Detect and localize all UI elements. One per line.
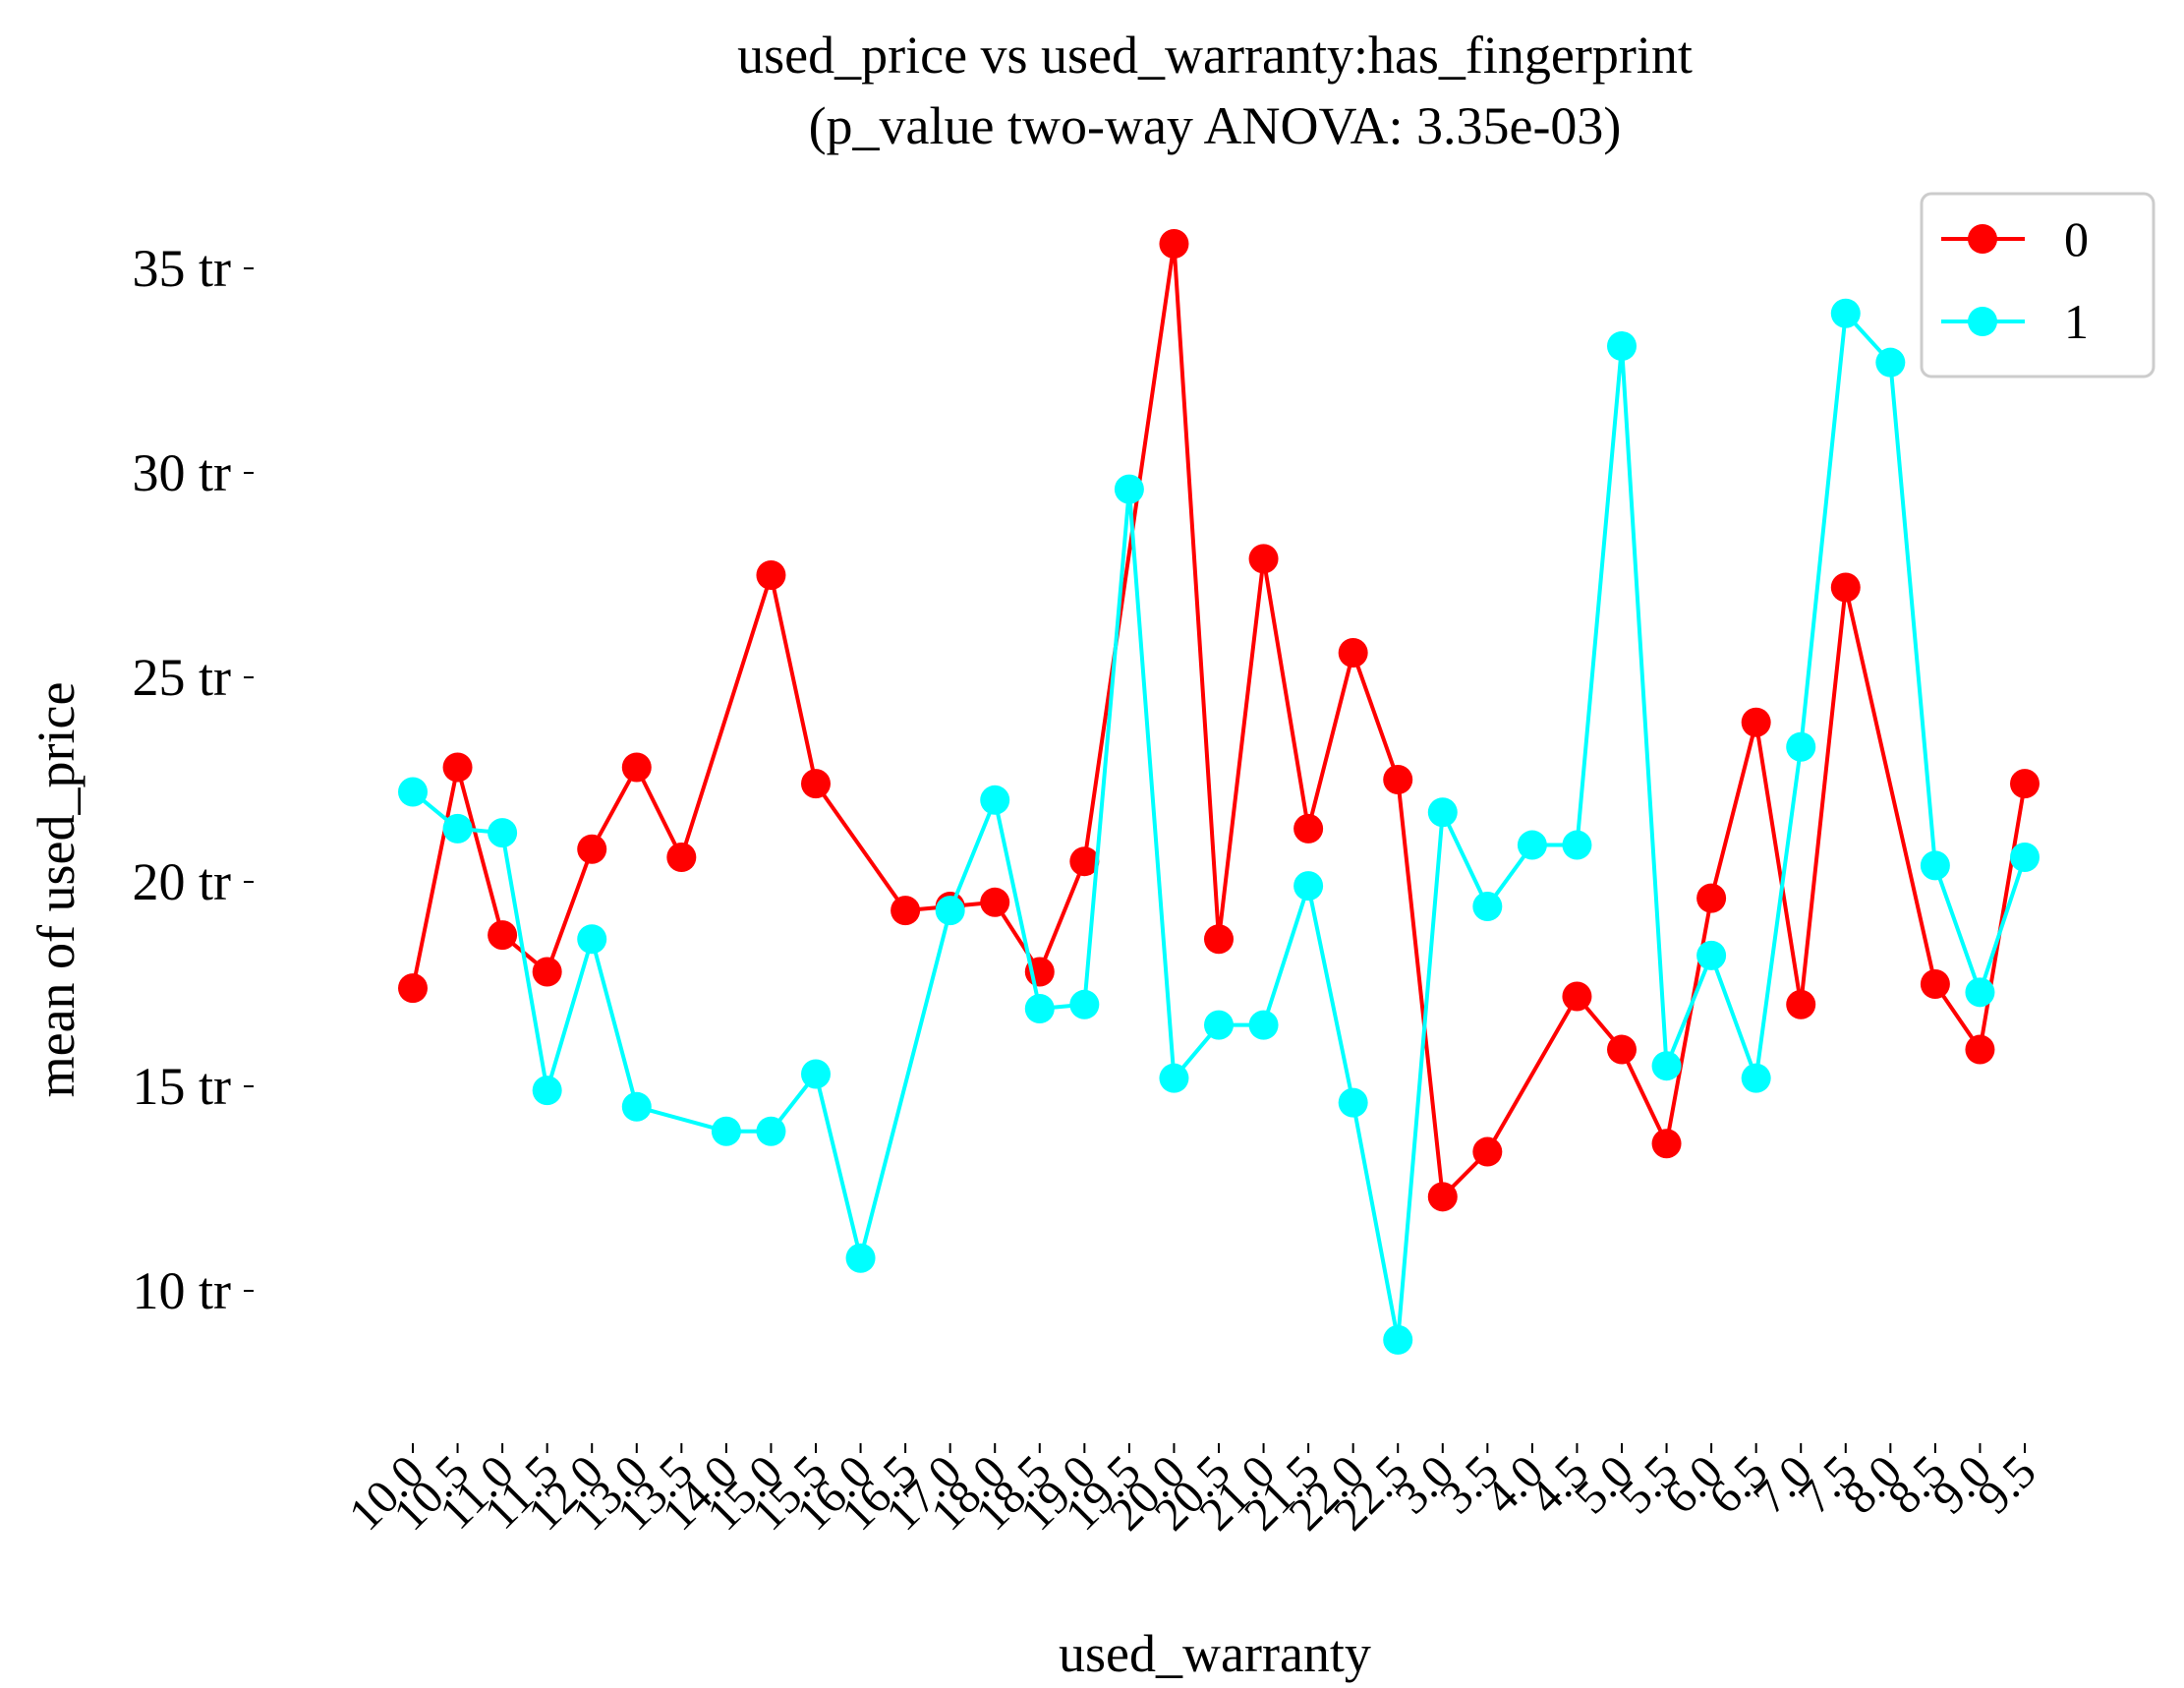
point-s1-13.0 xyxy=(621,1091,652,1122)
point-s0-11.0 xyxy=(488,920,518,951)
point-s1-16.0 xyxy=(845,1243,876,1273)
point-s1-22.0 xyxy=(1338,1087,1368,1118)
chart-subtitle: (p_value two-way ANOVA: 3.35e-03) xyxy=(809,96,1622,155)
series-1 xyxy=(398,298,2040,1355)
point-s0-6.0 xyxy=(1696,883,1727,913)
point-s0-20.0 xyxy=(1159,229,1189,260)
point-s1-18.5 xyxy=(1024,993,1055,1023)
point-s0-7.5 xyxy=(1830,572,1861,603)
point-s1-19.0 xyxy=(1069,989,1100,1019)
point-s0-5.0 xyxy=(1607,1034,1637,1065)
point-s1-22.5 xyxy=(1383,1324,1413,1355)
y-tick-label-0: 10 tr xyxy=(133,1261,232,1320)
y-axis: 10 tr 15 tr 20 tr 25 tr 30 tr 35 tr xyxy=(133,239,254,1320)
x-tick-label-36: 9.5 xyxy=(1968,1445,2046,1524)
point-s1-14.0 xyxy=(711,1116,741,1146)
point-s1-9.5 xyxy=(2010,843,2040,873)
point-s0-10.5 xyxy=(442,752,473,783)
point-s0-15.5 xyxy=(801,769,831,799)
point-s1-3.5 xyxy=(1472,891,1503,921)
point-s0-13.5 xyxy=(666,843,697,873)
point-s1-4.0 xyxy=(1517,830,1547,860)
point-s0-3.0 xyxy=(1427,1182,1458,1212)
point-s1-9.0 xyxy=(1965,977,1995,1008)
point-s1-5.5 xyxy=(1651,1051,1682,1081)
point-s1-6.5 xyxy=(1741,1063,1771,1093)
point-s1-20.5 xyxy=(1204,1010,1234,1040)
point-s1-8.5 xyxy=(1920,850,1950,881)
legend-marker-0 xyxy=(1968,224,1997,254)
point-s1-12.0 xyxy=(577,924,607,955)
point-s0-3.5 xyxy=(1472,1136,1503,1167)
point-s1-15.5 xyxy=(801,1059,831,1089)
legend-label-0: 0 xyxy=(2064,211,2089,266)
legend-label-1: 1 xyxy=(2064,294,2089,349)
point-s0-6.5 xyxy=(1741,707,1771,737)
point-s0-4.5 xyxy=(1562,981,1592,1012)
point-s0-8.5 xyxy=(1920,969,1950,999)
point-s0-9.0 xyxy=(1965,1034,1995,1065)
series-0 xyxy=(398,229,2040,1212)
y-tick-label-3: 25 tr xyxy=(133,648,232,707)
legend: 0 1 xyxy=(1920,192,2155,378)
point-s1-17.0 xyxy=(935,896,965,926)
point-s1-5.0 xyxy=(1607,331,1637,362)
point-s1-10.5 xyxy=(442,813,473,844)
point-s1-8.0 xyxy=(1875,347,1906,378)
point-s1-6.0 xyxy=(1696,940,1727,970)
y-tick-label-1: 15 tr xyxy=(133,1057,232,1116)
y-tick-label-5: 35 tr xyxy=(133,239,232,298)
point-s0-20.5 xyxy=(1204,924,1234,955)
point-s0-18.0 xyxy=(980,887,1010,917)
point-s1-3.0 xyxy=(1427,797,1458,828)
point-s1-21.0 xyxy=(1248,1010,1279,1040)
point-s1-7.0 xyxy=(1786,731,1816,762)
chart-title: used_price vs used_warranty:has_fingerpr… xyxy=(737,26,1693,85)
y-tick-label-4: 30 tr xyxy=(133,443,232,502)
point-s0-22.0 xyxy=(1338,638,1368,669)
legend-marker-1 xyxy=(1968,307,1997,336)
point-s0-10.0 xyxy=(398,973,428,1004)
point-s0-13.0 xyxy=(621,752,652,783)
point-s0-5.5 xyxy=(1651,1129,1682,1159)
point-s0-22.5 xyxy=(1383,765,1413,794)
point-s0-11.5 xyxy=(532,957,562,987)
point-s1-18.0 xyxy=(980,785,1010,815)
series-layer xyxy=(398,229,2040,1355)
point-s0-21.5 xyxy=(1293,813,1324,844)
series-line-0 xyxy=(411,242,2027,1199)
point-s1-11.5 xyxy=(532,1076,562,1106)
point-s0-12.0 xyxy=(577,834,607,864)
x-axis-label: used_warranty xyxy=(1059,1624,1371,1683)
y-tick-label-2: 20 tr xyxy=(133,852,232,911)
point-s0-9.5 xyxy=(2010,769,2040,799)
point-s1-21.5 xyxy=(1293,871,1324,902)
point-s1-10.0 xyxy=(398,777,428,807)
series-line-1 xyxy=(411,311,2027,1342)
legend-frame xyxy=(1920,192,2155,378)
point-s0-19.0 xyxy=(1069,846,1100,877)
point-s1-15.0 xyxy=(756,1116,786,1146)
x-axis: 10.010.511.011.512.013.013.514.015.015.5… xyxy=(339,1443,2046,1541)
point-s1-19.5 xyxy=(1114,474,1144,504)
point-s0-7.0 xyxy=(1786,989,1816,1019)
point-s0-16.5 xyxy=(891,896,921,926)
point-s1-7.5 xyxy=(1830,298,1861,328)
point-s1-4.5 xyxy=(1562,830,1592,860)
point-s0-21.0 xyxy=(1248,544,1279,574)
point-s1-20.0 xyxy=(1159,1063,1189,1093)
y-axis-label: mean of used_price xyxy=(27,682,86,1098)
point-s0-15.0 xyxy=(756,560,786,590)
point-s1-11.0 xyxy=(488,818,518,848)
